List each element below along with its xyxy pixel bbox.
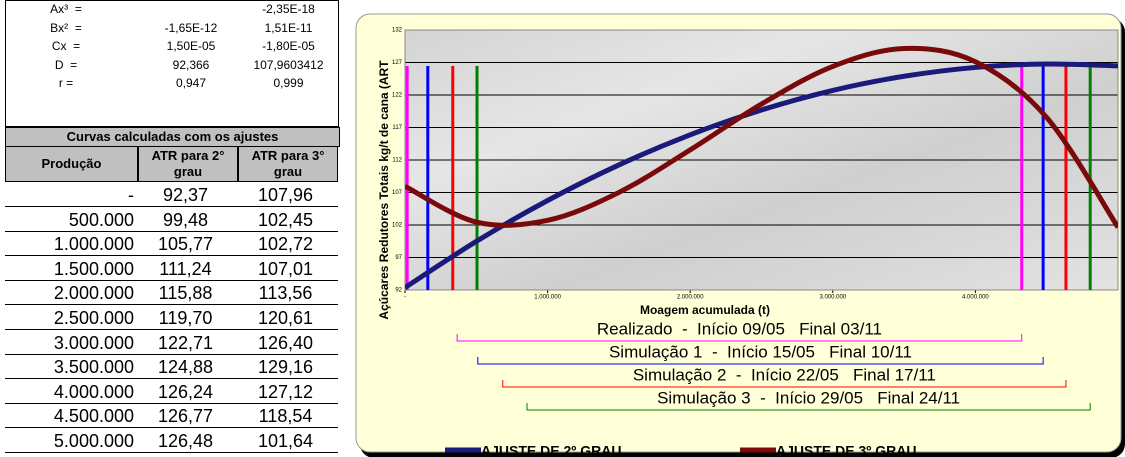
x-axis-label: Moagem acumulada (t): [640, 303, 770, 317]
y-tick-label: 117: [392, 125, 402, 131]
x-tick-label: 3.000.000: [819, 295, 846, 301]
x-tick-label: -: [404, 295, 406, 301]
x-tick-label: 2.000.000: [677, 295, 704, 301]
legend-label: AJUSTE DE 2º GRAU: [481, 443, 621, 457]
page: Ax³ =-2,35E-18Bx² =-1,65E-121,51E-11Cx =…: [0, 0, 1125, 457]
y-tick-label: 112: [392, 158, 402, 164]
y-tick-label: 107: [392, 190, 403, 196]
y-tick-label: 92: [395, 288, 402, 294]
period-label: Simulação 1 - Início 15/05 Final 10/11: [609, 342, 912, 361]
y-tick-label: 102: [392, 223, 403, 229]
y-tick-label: 97: [395, 255, 402, 261]
chart: 92 97 102 107 112 117 122 127 132 - 1.000.000 2.000…: [0, 0, 1125, 457]
y-tick-label: 132: [392, 28, 403, 34]
period-label: Simulação 2 - Início 22/05 Final 17/11: [633, 365, 936, 384]
period-label: Realizado - Início 09/05 Final 03/11: [597, 319, 882, 338]
x-tick-label: 4.000.000: [962, 295, 989, 301]
x-tick-label: 1.000.000: [534, 295, 561, 301]
period-label: Simulação 3 - Início 29/05 Final 24/11: [657, 388, 960, 407]
y-axis-label: Açúcares Redutores Totais kg/t de cana (…: [377, 60, 391, 320]
y-tick-label: 127: [392, 60, 403, 66]
legend-label: AJUSTE DE 3º GRAU: [776, 443, 916, 457]
y-tick-label: 122: [392, 93, 403, 99]
